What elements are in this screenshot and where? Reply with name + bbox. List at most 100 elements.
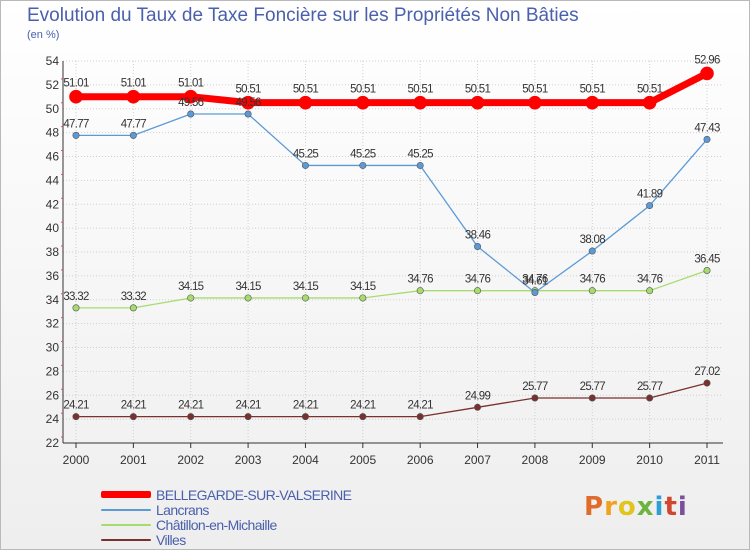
legend-item: Villes: [101, 532, 351, 548]
data-point: [72, 413, 80, 421]
chart-title: Evolution du Taux de Taxe Foncière sur l…: [27, 5, 579, 26]
data-point: [646, 287, 654, 295]
data-label: 45.25: [293, 148, 319, 160]
data-point: [129, 131, 137, 139]
data-label: 51.01: [178, 78, 204, 90]
x-tick-label: 2004: [292, 453, 319, 467]
data-point: [474, 243, 482, 251]
y-tick-label: 38: [46, 245, 60, 259]
legend-swatch: [101, 491, 151, 498]
data-point: [244, 294, 252, 302]
data-label: 27.02: [694, 366, 720, 378]
legend: BELLEGARDE-SUR-VALSERINE Lancrans Châtillo…: [101, 487, 352, 548]
data-label: 34.76: [580, 274, 606, 286]
y-tick-label: 28: [46, 364, 60, 378]
data-point: [416, 161, 424, 169]
data-label: 34.15: [235, 281, 261, 293]
data-label: 34.15: [293, 281, 319, 293]
legend-label: Lancrans: [156, 501, 209, 518]
data-point: [72, 304, 80, 312]
data-point: [129, 304, 137, 312]
data-label: 24.21: [178, 400, 204, 412]
data-point: [588, 287, 596, 295]
data-label: 33.32: [121, 291, 147, 303]
data-label: 51.01: [121, 78, 147, 90]
data-point: [244, 110, 252, 118]
data-point: [585, 95, 600, 110]
data-point: [531, 394, 539, 402]
y-tick-label: 36: [46, 269, 60, 283]
proxiti-logo: Proxiti: [584, 492, 688, 522]
y-tick-label: 46: [46, 150, 60, 164]
data-label: 34.76: [408, 274, 434, 286]
data-label: 51.01: [63, 78, 89, 90]
data-point: [69, 89, 83, 104]
data-point: [301, 294, 309, 302]
data-label: 50.51: [637, 84, 663, 96]
legend-item: Lancrans: [101, 501, 351, 518]
data-point: [703, 135, 711, 143]
legend-item: Châtillon-en-Michaille: [101, 516, 351, 533]
data-label: 50.51: [293, 84, 319, 96]
y-tick-label: 52: [46, 78, 60, 92]
data-point: [474, 403, 482, 411]
legend-swatch: [101, 538, 151, 541]
data-label: 34.76: [637, 274, 663, 286]
x-tick-label: 2007: [464, 453, 491, 467]
data-point: [301, 161, 309, 169]
data-point: [298, 95, 313, 110]
data-label: 47.77: [121, 118, 147, 130]
data-label: 49.56: [178, 97, 204, 109]
y-tick-label: 54: [46, 54, 60, 68]
y-tick-label: 34: [46, 293, 60, 307]
y-tick-label: 22: [46, 436, 60, 450]
data-point: [241, 95, 255, 110]
data-label: 50.51: [235, 84, 261, 96]
data-point: [703, 379, 711, 387]
data-label: 41.89: [637, 189, 663, 201]
data-label: 24.21: [235, 400, 261, 412]
data-label: 45.25: [350, 148, 376, 160]
x-tick-label: 2011: [694, 453, 720, 467]
y-tick-label: 50: [46, 102, 60, 116]
data-point: [301, 413, 309, 421]
y-tick-label: 30: [46, 341, 60, 355]
logo-letter: P: [584, 492, 605, 522]
data-label: 24.21: [350, 400, 376, 412]
y-tick-label: 32: [46, 317, 60, 331]
data-point: [126, 89, 141, 104]
data-label: 52.96: [694, 54, 720, 66]
data-point: [531, 288, 539, 296]
y-tick-label: 24: [46, 412, 60, 426]
data-point: [72, 131, 80, 139]
y-tick-label: 42: [46, 197, 60, 211]
data-point: [187, 294, 195, 302]
data-label: 45.25: [408, 148, 434, 160]
data-label: 50.51: [350, 84, 376, 96]
legend-label: Châtillon-en-Michaille: [156, 516, 277, 533]
data-point: [646, 202, 654, 210]
x-tick-label: 2006: [407, 453, 434, 467]
data-label: 34.76: [465, 274, 491, 286]
x-tick-label: 2000: [63, 453, 90, 467]
data-label: 50.51: [465, 84, 491, 96]
data-point: [646, 394, 654, 402]
data-label: 24.21: [121, 400, 147, 412]
data-point: [700, 66, 714, 81]
data-point: [356, 95, 370, 110]
data-label: 50.51: [580, 84, 606, 96]
data-label: 36.45: [694, 254, 720, 266]
data-label: 25.77: [637, 381, 663, 393]
x-tick-label: 2002: [177, 453, 204, 467]
y-tick-label: 26: [46, 388, 60, 402]
data-point: [470, 95, 485, 110]
data-label: 24.21: [63, 400, 89, 412]
legend-swatch: [101, 523, 151, 526]
data-label: 33.32: [63, 291, 89, 303]
data-point: [588, 394, 596, 402]
data-point: [703, 267, 711, 275]
data-label: 34.76: [522, 274, 548, 286]
data-point: [528, 95, 542, 110]
data-label: 38.46: [465, 230, 491, 242]
